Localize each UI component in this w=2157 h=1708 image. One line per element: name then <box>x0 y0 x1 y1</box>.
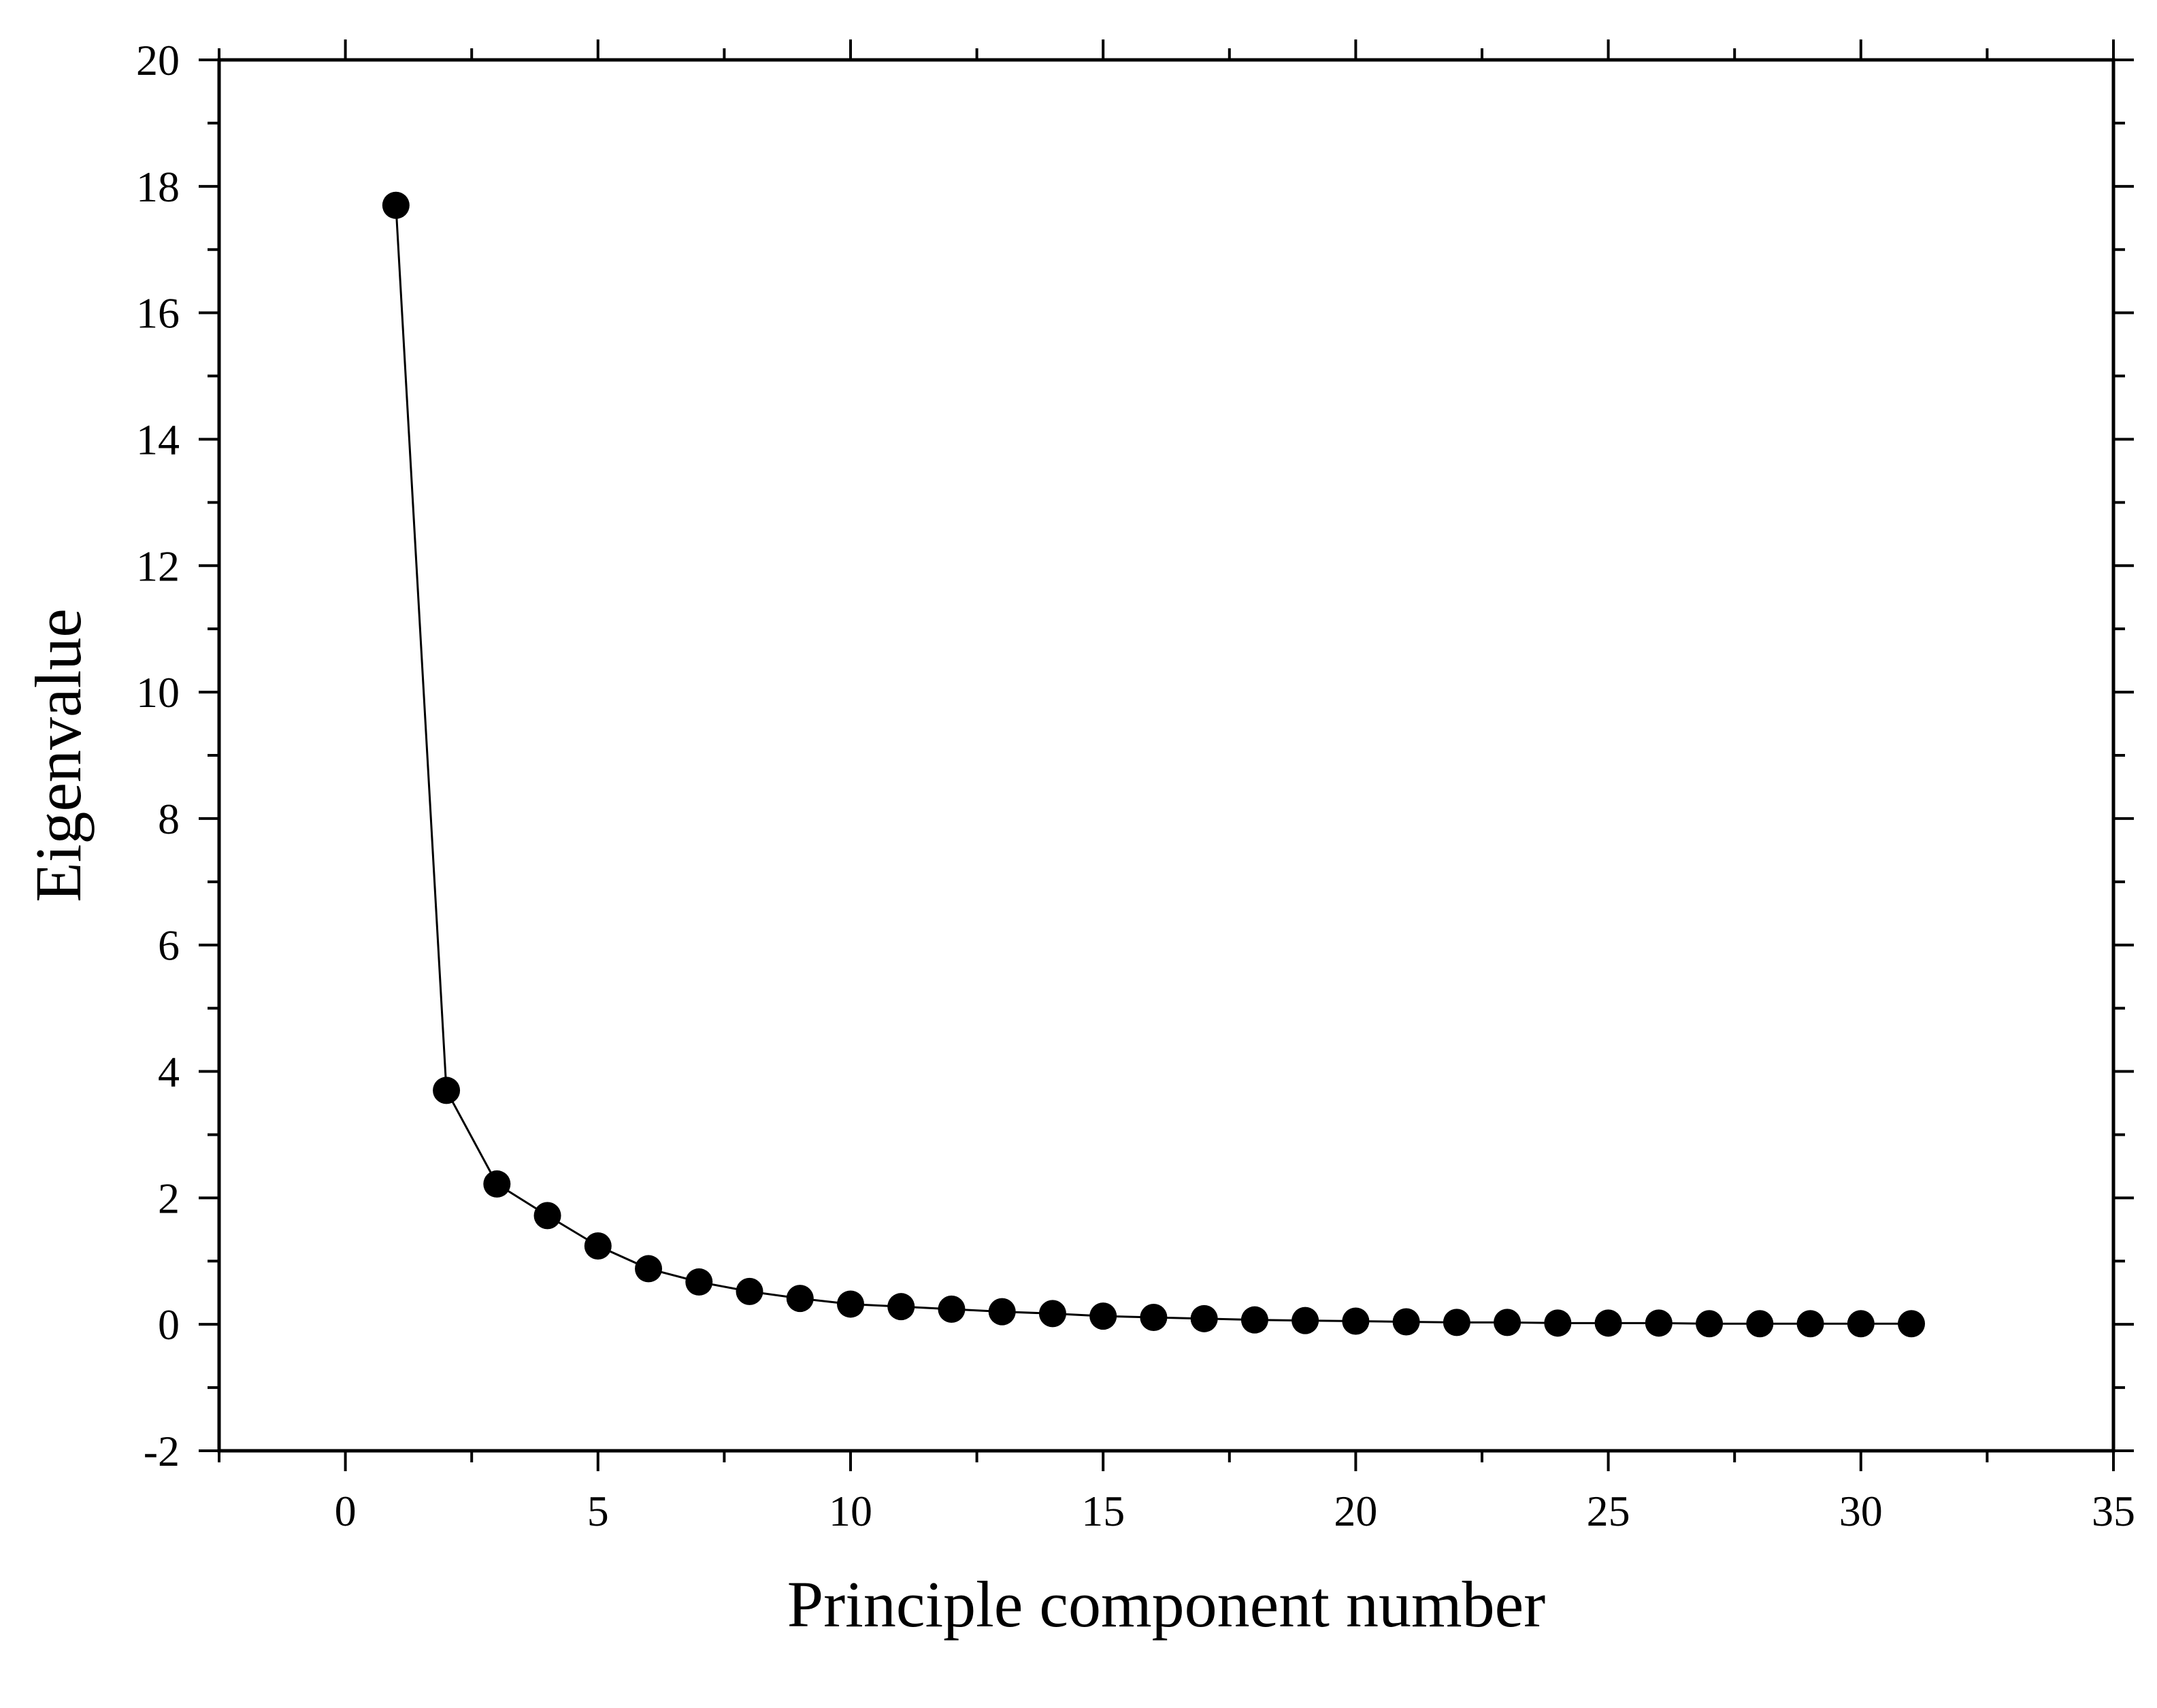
data-point <box>1696 1310 1724 1338</box>
data-point <box>1291 1307 1319 1334</box>
data-point <box>1190 1304 1218 1332</box>
y-tick-label: 4 <box>158 1048 180 1096</box>
data-point <box>635 1255 663 1283</box>
data-point <box>483 1170 511 1198</box>
data-point <box>1089 1302 1117 1330</box>
data-point <box>1240 1306 1268 1334</box>
data-point <box>736 1277 763 1305</box>
x-tick-labels: 0 5 10 15 20 25 30 35 <box>335 1487 2135 1535</box>
data-point <box>1898 1310 1926 1338</box>
data-point <box>1796 1310 1824 1338</box>
data-point <box>1544 1309 1572 1337</box>
data-series <box>382 191 1926 1338</box>
data-point <box>433 1077 461 1104</box>
data-point <box>1746 1310 1774 1338</box>
data-point <box>1443 1309 1470 1336</box>
y-tick-label: 14 <box>136 415 180 463</box>
y-tick-labels: -2 0 2 4 6 8 10 12 14 16 18 20 <box>136 36 180 1475</box>
y-tick-label: 10 <box>136 668 180 717</box>
series-line <box>395 205 1912 1325</box>
data-point <box>584 1232 612 1260</box>
data-point <box>1392 1308 1420 1336</box>
data-point <box>533 1202 561 1230</box>
data-point <box>837 1290 864 1318</box>
data-point <box>938 1295 966 1323</box>
data-point <box>1038 1300 1066 1328</box>
data-point <box>1140 1303 1168 1331</box>
x-tick-label: 25 <box>1587 1487 1630 1535</box>
axis-ticks <box>199 39 2134 1471</box>
data-point <box>786 1285 814 1313</box>
y-axis-title: Eigenvalue <box>22 608 95 902</box>
data-point <box>1494 1309 1521 1336</box>
data-point <box>685 1268 713 1296</box>
y-tick-label: 12 <box>136 542 180 590</box>
data-point <box>887 1293 915 1321</box>
x-axis-title: Principle component number <box>787 1568 1545 1641</box>
y-tick-label: 2 <box>158 1174 180 1222</box>
y-tick-label: 8 <box>158 795 180 843</box>
data-point <box>1847 1310 1875 1338</box>
y-tick-label: 6 <box>158 921 180 970</box>
x-tick-label: 30 <box>1839 1487 1883 1535</box>
y-tick-label: -2 <box>144 1427 180 1475</box>
plot-frame <box>217 58 2115 1453</box>
x-tick-label: 20 <box>1334 1487 1377 1535</box>
y-tick-label: 20 <box>136 36 180 84</box>
data-point <box>1645 1309 1673 1337</box>
x-tick-label: 35 <box>2092 1487 2135 1535</box>
y-tick-label: 18 <box>136 163 180 211</box>
data-point <box>1594 1309 1622 1337</box>
data-point <box>988 1298 1016 1326</box>
x-tick-label: 15 <box>1081 1487 1125 1535</box>
y-tick-label: 0 <box>158 1300 180 1349</box>
x-tick-label: 0 <box>335 1487 357 1535</box>
x-tick-label: 10 <box>829 1487 872 1535</box>
y-tick-label: 16 <box>136 289 180 338</box>
data-point <box>1342 1307 1370 1335</box>
x-tick-label: 5 <box>587 1487 609 1535</box>
data-point <box>382 191 410 219</box>
